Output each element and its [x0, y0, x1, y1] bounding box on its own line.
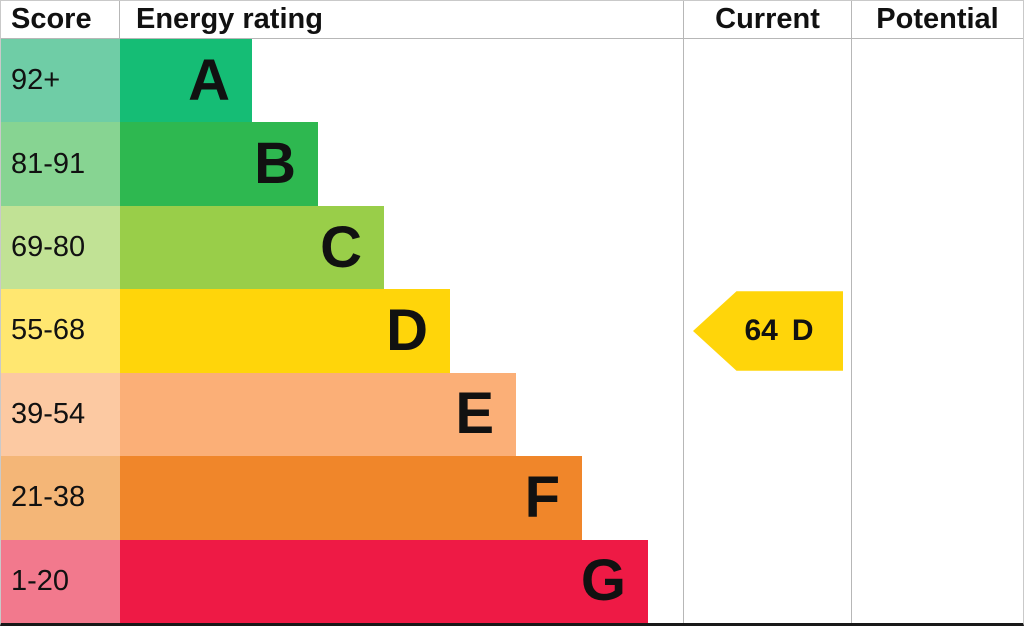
band-letter-g: G — [580, 548, 626, 614]
current-rating-arrow: 64 D — [693, 291, 843, 371]
band-row-g: 1-20 G — [1, 539, 683, 623]
band-bar-g: G — [120, 539, 648, 623]
band-row-c: 69-80 C — [1, 205, 683, 290]
band-row-f: 21-38 F — [1, 456, 683, 540]
band-letter-e: E — [455, 381, 494, 447]
header-energy-rating: Energy rating — [120, 1, 684, 38]
score-range-a: 92+ — [1, 39, 120, 123]
band-letter-d: D — [386, 297, 428, 363]
band-bar-b: B — [120, 122, 318, 206]
band-letter-f: F — [524, 464, 560, 530]
current-rating-value: 64 — [744, 313, 778, 347]
header-row: Score Energy rating Current Potential — [1, 1, 1023, 39]
current-rating-letter: D — [791, 313, 814, 347]
header-potential: Potential — [876, 3, 999, 35]
score-range-e: 39-54 — [1, 372, 120, 457]
band-letter-c: C — [320, 214, 362, 280]
header-current: Current — [684, 1, 852, 38]
chart-body: 92+ A 81-91 B 69-80 C 55-68 — [1, 39, 1023, 623]
band-row-d: 55-68 D — [1, 289, 683, 373]
score-range-f: 21-38 — [1, 456, 120, 540]
band-row-a: 92+ A — [1, 39, 683, 123]
band-bar-e: E — [120, 372, 516, 457]
band-letter-a: A — [188, 47, 230, 113]
band-row-b: 81-91 B — [1, 122, 683, 206]
band-bar-c: C — [120, 205, 384, 290]
bands-area: 92+ A 81-91 B 69-80 C 55-68 — [1, 39, 684, 623]
current-column: 64 D — [684, 39, 852, 623]
band-row-e: 39-54 E — [1, 372, 683, 457]
score-range-d: 55-68 — [1, 289, 120, 373]
score-range-c: 69-80 — [1, 205, 120, 290]
potential-column — [852, 39, 1023, 623]
score-range-b: 81-91 — [1, 122, 120, 206]
band-letter-b: B — [254, 131, 296, 197]
band-bar-d: D — [120, 289, 450, 373]
header-score: Score — [1, 1, 120, 38]
band-bar-f: F — [120, 456, 582, 540]
score-range-g: 1-20 — [1, 539, 120, 623]
band-bar-a: A — [120, 39, 252, 123]
